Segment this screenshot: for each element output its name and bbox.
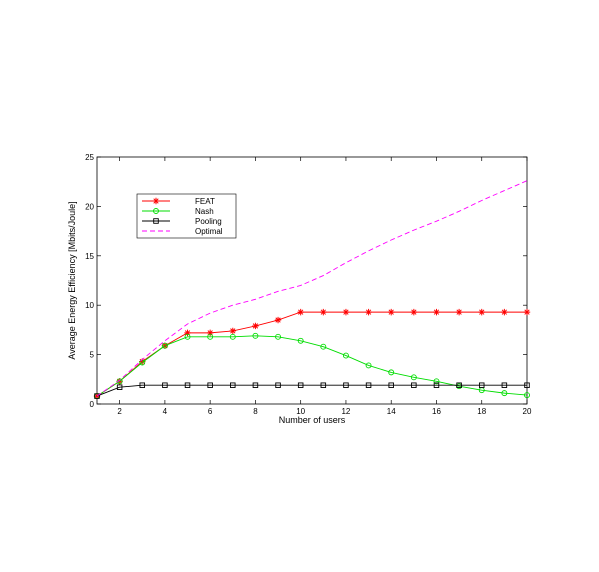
data-point-pooling	[478, 382, 485, 388]
data-point-pooling	[320, 382, 327, 388]
x-tick-label: 10	[296, 407, 305, 416]
data-point-pooling	[162, 382, 168, 388]
data-point-pooling	[275, 382, 281, 388]
x-axis-label: Number of users	[279, 415, 346, 425]
y-tick-label: 15	[85, 252, 94, 261]
data-point-pooling	[207, 382, 213, 388]
legend-label-nash: Nash	[195, 207, 214, 216]
data-point-nash	[524, 392, 530, 399]
y-tick-label: 0	[90, 400, 95, 409]
data-point-pooling	[501, 382, 508, 388]
legend-label-pooling: Pooling	[195, 217, 222, 226]
data-point-nash	[501, 390, 508, 397]
data-point-pooling	[139, 382, 146, 388]
data-point-nash	[207, 333, 214, 340]
legend-marker-feat	[152, 197, 160, 205]
x-tick-label: 14	[387, 407, 396, 416]
data-point-feat	[252, 322, 259, 330]
x-tick-label: 8	[253, 407, 258, 416]
series-pooling	[94, 382, 530, 399]
series-layer	[93, 180, 531, 400]
y-axis-label: Average Energy Efficiency [Mbits/Joule]	[67, 201, 77, 359]
y-tick-label: 5	[90, 351, 95, 360]
data-point-feat	[274, 316, 282, 324]
series-line-feat	[96, 311, 527, 397]
data-point-pooling	[116, 384, 123, 390]
x-tick-label: 4	[163, 407, 168, 416]
data-point-feat	[206, 329, 214, 337]
y-tick-label: 20	[85, 202, 94, 211]
x-tick-label: 20	[523, 407, 532, 416]
data-point-feat	[297, 308, 304, 316]
data-point-nash	[116, 378, 123, 385]
data-point-pooling	[230, 382, 236, 388]
plot-box	[96, 156, 528, 405]
data-point-nash	[297, 337, 304, 344]
data-point-pooling	[388, 382, 394, 388]
data-point-nash	[365, 362, 372, 369]
data-point-pooling	[365, 382, 372, 388]
data-point-nash	[229, 333, 236, 340]
data-point-feat	[501, 308, 508, 316]
data-point-feat	[523, 308, 531, 316]
data-point-nash	[410, 374, 417, 381]
data-point-nash	[275, 333, 282, 340]
series-line-pooling	[96, 384, 527, 397]
data-point-feat	[184, 329, 191, 337]
series-optimal	[96, 180, 528, 397]
data-point-feat	[433, 308, 440, 316]
x-tick-label: 12	[341, 407, 350, 416]
data-point-pooling	[343, 382, 349, 388]
data-point-nash	[342, 352, 349, 359]
data-point-pooling	[297, 382, 304, 388]
legend-label-feat: FEAT	[195, 197, 215, 206]
y-tick-label: 10	[85, 301, 94, 310]
data-point-nash	[320, 343, 327, 350]
data-point-pooling	[433, 382, 440, 388]
x-tick-label: 2	[117, 407, 122, 416]
data-point-pooling	[184, 382, 191, 388]
axis-ticks: 2 4 6 8 10 12 14 16 18 20 0 5 10 15 20 25	[85, 153, 532, 416]
y-tick-label: 25	[85, 153, 94, 162]
plot-frame	[96, 156, 528, 405]
data-point-feat	[478, 308, 485, 316]
data-point-feat	[320, 308, 327, 316]
data-point-nash	[252, 332, 259, 339]
x-tick-label: 18	[477, 407, 486, 416]
data-point-pooling	[94, 393, 100, 399]
legend-label-optimal: Optimal	[195, 227, 223, 236]
data-point-feat	[388, 308, 395, 316]
data-point-feat	[342, 308, 350, 316]
data-point-pooling	[252, 382, 259, 388]
series-line-optimal	[96, 180, 528, 397]
legend-marker-nash	[153, 208, 159, 214]
data-point-feat	[455, 308, 463, 316]
x-tick-label: 6	[208, 407, 213, 416]
legend-marker-pooling	[153, 218, 159, 224]
data-point-pooling	[524, 382, 530, 388]
data-point-feat	[229, 327, 236, 335]
data-point-feat	[139, 358, 146, 365]
data-point-nash	[388, 369, 395, 376]
data-point-feat	[410, 308, 418, 316]
data-point-pooling	[456, 382, 462, 388]
data-point-feat	[365, 308, 372, 316]
data-point-nash	[184, 333, 191, 340]
data-point-nash	[161, 342, 168, 349]
data-point-pooling	[411, 382, 417, 388]
data-point-nash	[433, 378, 440, 385]
x-tick-label: 16	[432, 407, 441, 416]
